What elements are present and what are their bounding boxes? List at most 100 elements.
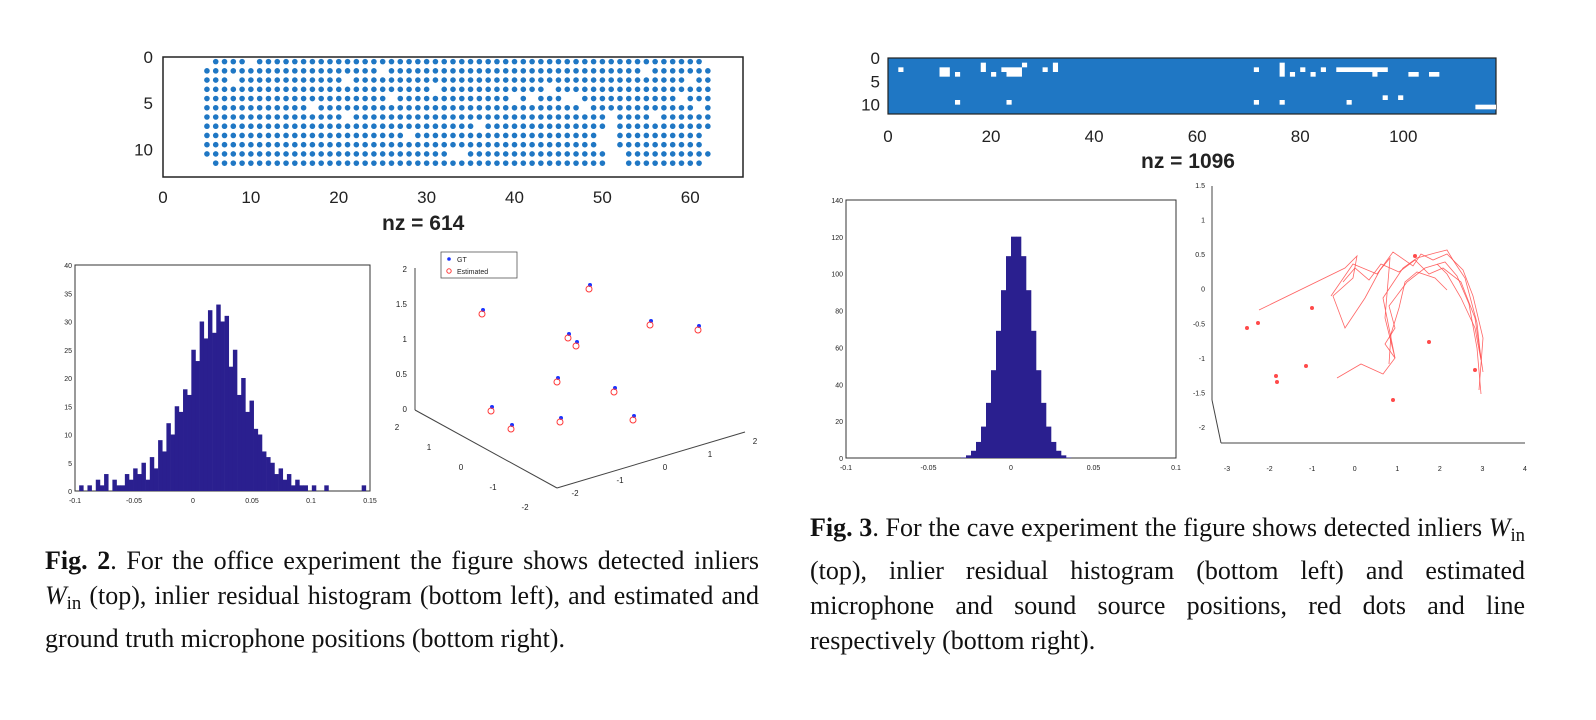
spy-marker bbox=[335, 160, 342, 166]
spy-marker bbox=[221, 151, 228, 157]
spy-marker bbox=[573, 141, 579, 148]
spy-marker bbox=[248, 123, 254, 130]
hist-bar bbox=[274, 474, 279, 491]
spy-marker bbox=[379, 151, 386, 157]
spy-marker bbox=[221, 141, 228, 148]
spy-marker bbox=[590, 86, 597, 93]
spy-marker bbox=[327, 68, 333, 74]
empty-cell bbox=[1475, 104, 1496, 110]
estimated-point bbox=[556, 418, 564, 426]
spy-marker bbox=[485, 86, 491, 93]
spy-marker bbox=[265, 77, 272, 83]
spy-marker bbox=[335, 141, 342, 148]
spy-marker bbox=[590, 68, 597, 74]
spy-marker bbox=[634, 95, 641, 102]
spy-marker bbox=[415, 132, 421, 139]
hist-bar bbox=[79, 485, 84, 491]
spy-marker bbox=[582, 141, 588, 148]
spy-marker bbox=[423, 141, 430, 148]
empty-cell bbox=[1052, 62, 1059, 72]
tick-label: 60 bbox=[1188, 127, 1207, 146]
spy-marker bbox=[397, 151, 404, 157]
trajectory-segment bbox=[1330, 251, 1484, 391]
spy-marker bbox=[573, 58, 579, 65]
hist-bar bbox=[116, 485, 122, 491]
spy-marker bbox=[608, 77, 614, 83]
spy-marker bbox=[634, 160, 641, 166]
spy-marker bbox=[625, 160, 632, 166]
spy-marker bbox=[239, 151, 245, 157]
spy-marker bbox=[362, 160, 368, 166]
spy-marker bbox=[476, 160, 483, 166]
spy-marker bbox=[669, 151, 676, 157]
spy-marker bbox=[678, 123, 685, 130]
spy-marker bbox=[283, 58, 289, 65]
spy-marker bbox=[608, 86, 614, 93]
hist-bar bbox=[212, 332, 217, 491]
spy-marker bbox=[397, 123, 404, 130]
empty-cell bbox=[1253, 100, 1259, 105]
spy-marker bbox=[705, 68, 711, 74]
spy-marker bbox=[327, 160, 333, 166]
trajectory-segment bbox=[1388, 271, 1448, 365]
spy-marker bbox=[458, 141, 465, 148]
spy-marker bbox=[415, 160, 421, 166]
spy-marker bbox=[661, 114, 667, 120]
spy-marker bbox=[494, 151, 500, 157]
spy-marker bbox=[458, 68, 465, 74]
spy-marker bbox=[256, 77, 263, 83]
spy-marker bbox=[397, 132, 404, 139]
tick-label: 80 bbox=[835, 309, 843, 316]
spy-marker bbox=[230, 132, 237, 139]
spy-marker bbox=[564, 151, 571, 157]
spy-marker bbox=[573, 123, 579, 130]
spy-marker bbox=[230, 114, 237, 120]
spy-marker bbox=[538, 114, 544, 120]
spy-marker bbox=[283, 141, 289, 148]
hist-bar bbox=[286, 474, 292, 491]
hist-bar bbox=[1006, 256, 1012, 458]
hist-bar bbox=[129, 479, 134, 491]
spy-marker bbox=[432, 114, 439, 120]
spy-marker bbox=[511, 86, 518, 93]
spy-marker bbox=[397, 86, 404, 93]
microphone-dot bbox=[1274, 374, 1278, 378]
spy-marker bbox=[520, 123, 527, 130]
spy-marker bbox=[441, 104, 448, 111]
fig3-3d-xticks: -3 -2 -1 0 1 2 3 4 bbox=[1224, 466, 1527, 473]
fig3-spy-axes bbox=[887, 57, 1497, 115]
spy-marker bbox=[555, 160, 562, 166]
spy-marker bbox=[494, 141, 500, 148]
spy-marker bbox=[467, 132, 474, 139]
spy-marker bbox=[617, 114, 623, 120]
tick-label: 10 bbox=[134, 140, 153, 159]
spy-marker bbox=[300, 68, 307, 74]
spy-marker bbox=[590, 104, 597, 111]
spy-marker bbox=[230, 160, 237, 166]
spy-marker bbox=[335, 132, 342, 139]
empty-cell bbox=[954, 72, 961, 77]
spy-marker bbox=[696, 132, 702, 139]
spy-marker bbox=[634, 123, 641, 130]
spy-marker bbox=[256, 58, 263, 65]
spy-marker bbox=[511, 141, 518, 148]
legend-est-marker bbox=[446, 268, 452, 274]
tick-label: 25 bbox=[64, 348, 72, 355]
spy-marker bbox=[379, 132, 386, 139]
spy-marker bbox=[379, 160, 386, 166]
spy-marker bbox=[256, 114, 263, 120]
tick-label: 40 bbox=[1085, 127, 1104, 146]
tick-label: 15 bbox=[64, 404, 72, 411]
spy-marker bbox=[353, 123, 360, 130]
hist-bar bbox=[257, 434, 263, 491]
estimated-point bbox=[478, 310, 486, 318]
spy-marker bbox=[335, 151, 342, 157]
fig3-spy-xticks: 0 20 40 60 80 100 bbox=[883, 127, 1417, 146]
hist-bar bbox=[1031, 330, 1037, 458]
spy-marker bbox=[204, 114, 210, 120]
spy-marker bbox=[458, 104, 465, 111]
spy-marker bbox=[669, 160, 676, 166]
spy-marker bbox=[353, 160, 360, 166]
spy-marker bbox=[344, 123, 351, 130]
spy-marker bbox=[476, 95, 483, 102]
